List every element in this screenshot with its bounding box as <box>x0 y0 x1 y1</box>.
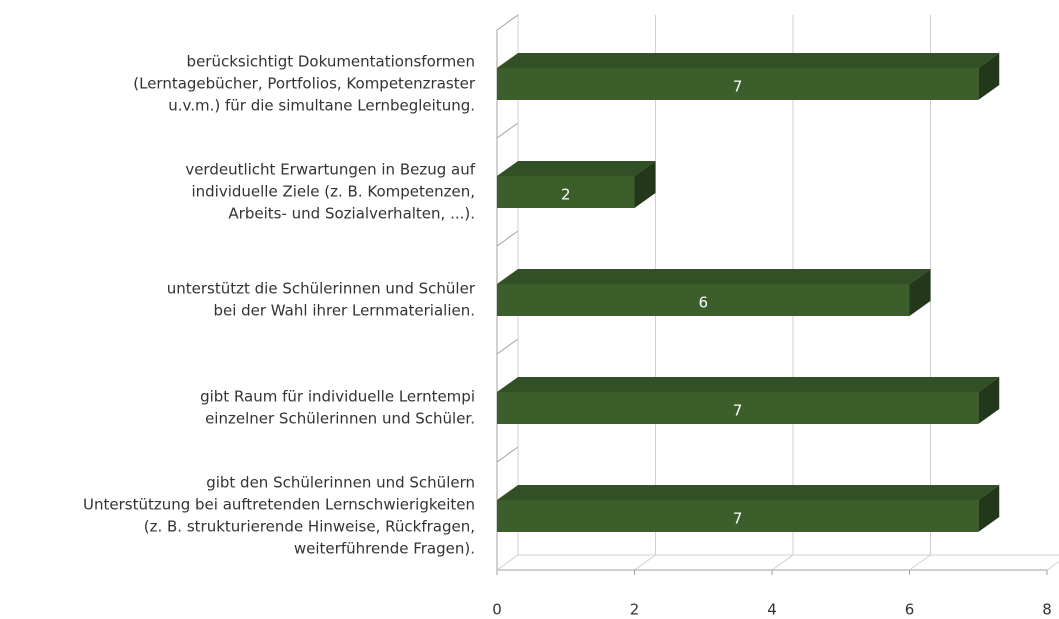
category-label: gibt den Schülerinnen und Schülern <box>206 474 475 492</box>
bar <box>497 68 979 100</box>
bar-side <box>909 269 931 316</box>
value-label: 7 <box>733 402 743 420</box>
value-label: 7 <box>733 78 743 96</box>
wall-divider <box>496 338 519 355</box>
bar <box>497 392 979 424</box>
category-label: individuelle Ziele (z. B. Kompetenzen, <box>191 183 475 201</box>
bar <box>497 176 635 208</box>
value-label: 6 <box>698 294 708 312</box>
wall-divider <box>496 122 519 139</box>
x-tick-label: 0 <box>492 601 502 619</box>
category-label: bei der Wahl ihrer Lernmaterialien. <box>213 302 475 320</box>
category-label: unterstützt die Schülerinnen und Schüler <box>167 280 476 298</box>
bar-side <box>978 377 1000 424</box>
category-label: Unterstützung bei auftretenden Lernschwi… <box>83 496 475 514</box>
bar <box>497 500 979 532</box>
x-tick-label: 4 <box>767 601 777 619</box>
category-label: u.v.m.) für die simultane Lernbegleitung… <box>168 97 475 115</box>
bar-top <box>497 269 931 284</box>
wall-divider <box>496 230 519 247</box>
bar-top <box>497 53 1000 68</box>
value-label: 7 <box>733 510 743 528</box>
category-label: Arbeits- und Sozialverhalten, ...). <box>228 205 475 223</box>
category-label: berücksichtigt Dokumentationsformen <box>187 53 475 71</box>
bar-side <box>978 485 1000 532</box>
category-label: verdeutlicht Erwartungen in Bezug auf <box>185 161 475 179</box>
grid-line <box>771 15 794 571</box>
category-label: (Lerntagebücher, Portfolios, Kompetenzra… <box>133 75 476 93</box>
grid-line <box>1046 560 1059 571</box>
grid-line <box>634 15 656 571</box>
bar <box>497 284 910 316</box>
bar-top <box>497 161 656 176</box>
bar-top <box>497 377 1000 392</box>
category-label: gibt Raum für individuelle Lerntempi <box>200 388 475 406</box>
grid-line <box>909 15 931 571</box>
x-tick-label: 2 <box>630 601 640 619</box>
value-label: 2 <box>561 186 571 204</box>
category-label: (z. B. strukturierende Hinweise, Rückfra… <box>144 518 475 536</box>
wall-divider <box>496 446 519 463</box>
category-label: weiterführende Fragen). <box>294 540 475 558</box>
category-label: einzelner Schülerinnen und Schüler. <box>205 410 475 428</box>
bar-side <box>634 161 656 208</box>
bar-side <box>978 53 1000 100</box>
bar-top <box>497 485 1000 500</box>
x-tick-label: 8 <box>1042 601 1052 619</box>
x-tick-label: 6 <box>905 601 915 619</box>
